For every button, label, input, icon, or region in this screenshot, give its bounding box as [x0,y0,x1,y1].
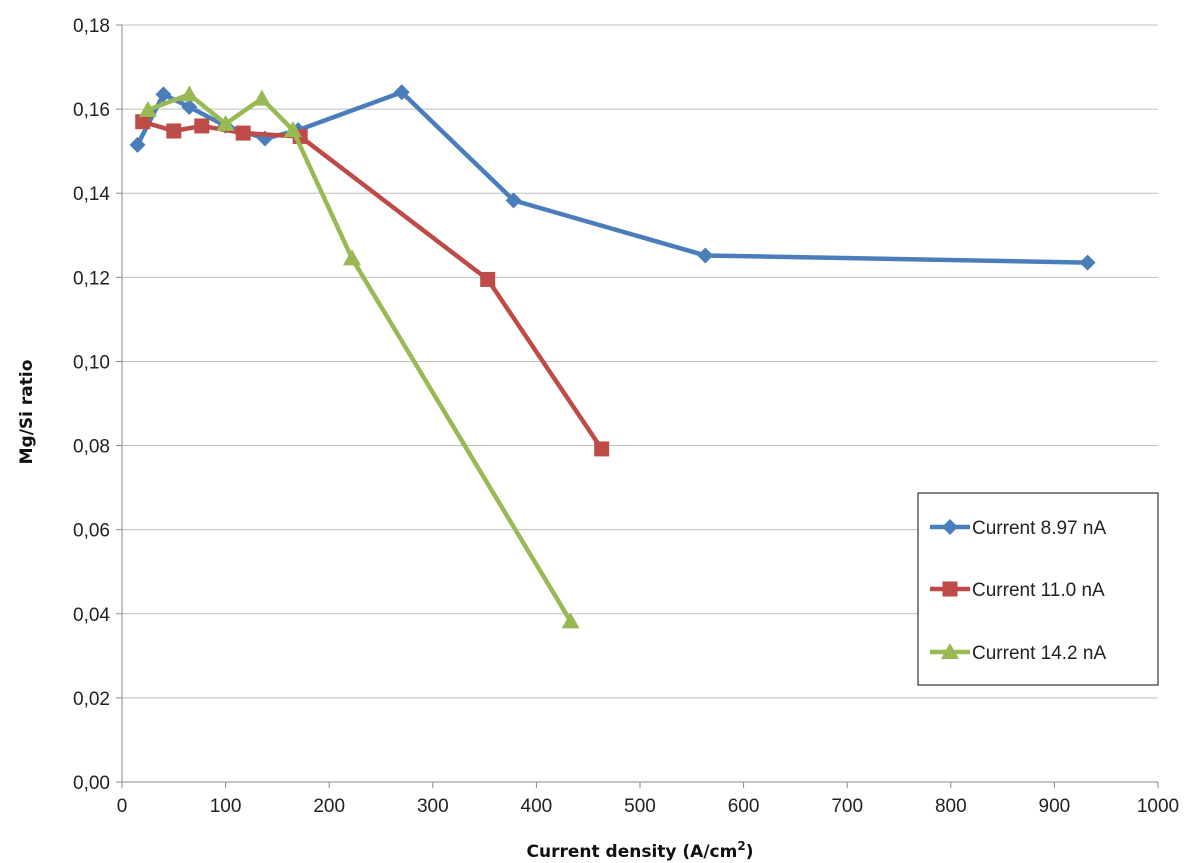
legend-marker [941,643,959,659]
x-tick-label: 300 [417,796,449,817]
data-point [180,85,199,102]
y-tick-label: 0,08 [73,437,110,458]
data-point [235,125,251,141]
x-tick-label: 200 [313,796,345,817]
x-tick-labels: 0 100 200 300 400 500 600 700 800 900 1000 [117,782,1179,817]
series-line [145,92,573,624]
y-tick-labels: 0,00 0,02 0,04 0,06 0,08 0,10 0,12 0,14 0,16 0,18 [73,16,122,794]
data-point [283,121,302,138]
legend-item: Current 8.97 nA [930,518,1106,539]
y-tick-label: 0,14 [73,184,110,205]
x-axis-title: Current density (A/cm2) [527,839,754,862]
legend-marker [942,519,958,535]
y-tick-label: 0,04 [73,605,110,626]
data-point [216,114,235,131]
series-line [140,119,604,452]
data-point [1079,254,1096,271]
x-tick-label: 500 [624,796,656,817]
legend-label: Current 8.97 nA [972,518,1106,539]
x-tick-label: 400 [521,796,553,817]
data-point [393,84,410,101]
x-tick-label: 1000 [1137,796,1179,817]
data-point [129,136,146,153]
y-axis-title: Mg/Si ratio [17,360,37,465]
y-tick-label: 0,02 [73,689,110,710]
y-tick-label: 0,16 [73,100,110,121]
legend-item: Current 14.2 nA [930,643,1106,664]
data-point [166,123,182,139]
data-point [480,271,496,287]
series-group [129,84,1096,629]
y-tick-label: 0,12 [73,268,110,289]
series-2 [135,114,610,457]
data-point [697,247,714,264]
x-tick-label: 700 [831,796,863,817]
series-3 [138,85,580,629]
y-tick-label: 0,18 [73,16,110,37]
legend: Current 8.97 nA Current 11.0 nA Current 14… [917,492,1159,686]
data-point [505,192,522,209]
data-point [561,612,580,629]
data-point [181,99,198,116]
legend-label: Current 14.2 nA [972,643,1106,664]
data-point [138,100,157,117]
grid-lines [122,24,1158,699]
y-tick-label: 0,10 [73,352,110,373]
data-point [155,86,172,103]
x-tick-label: 100 [210,796,242,817]
legend-label: Current 11.0 nA [972,580,1105,601]
y-tick-label: 0,06 [73,521,110,542]
x-tick-label: 0 [117,796,128,817]
legend-item: Current 11.0 nA [930,580,1105,601]
data-point [135,114,151,130]
data-point [342,249,361,266]
legend-marker [942,581,958,597]
data-point [194,118,210,134]
y-tick-label: 0,00 [73,773,110,794]
x-tick-label: 800 [935,796,967,817]
x-tick-label: 600 [728,796,760,817]
data-point [252,89,271,106]
data-point [594,441,610,457]
x-tick-label: 900 [1039,796,1071,817]
